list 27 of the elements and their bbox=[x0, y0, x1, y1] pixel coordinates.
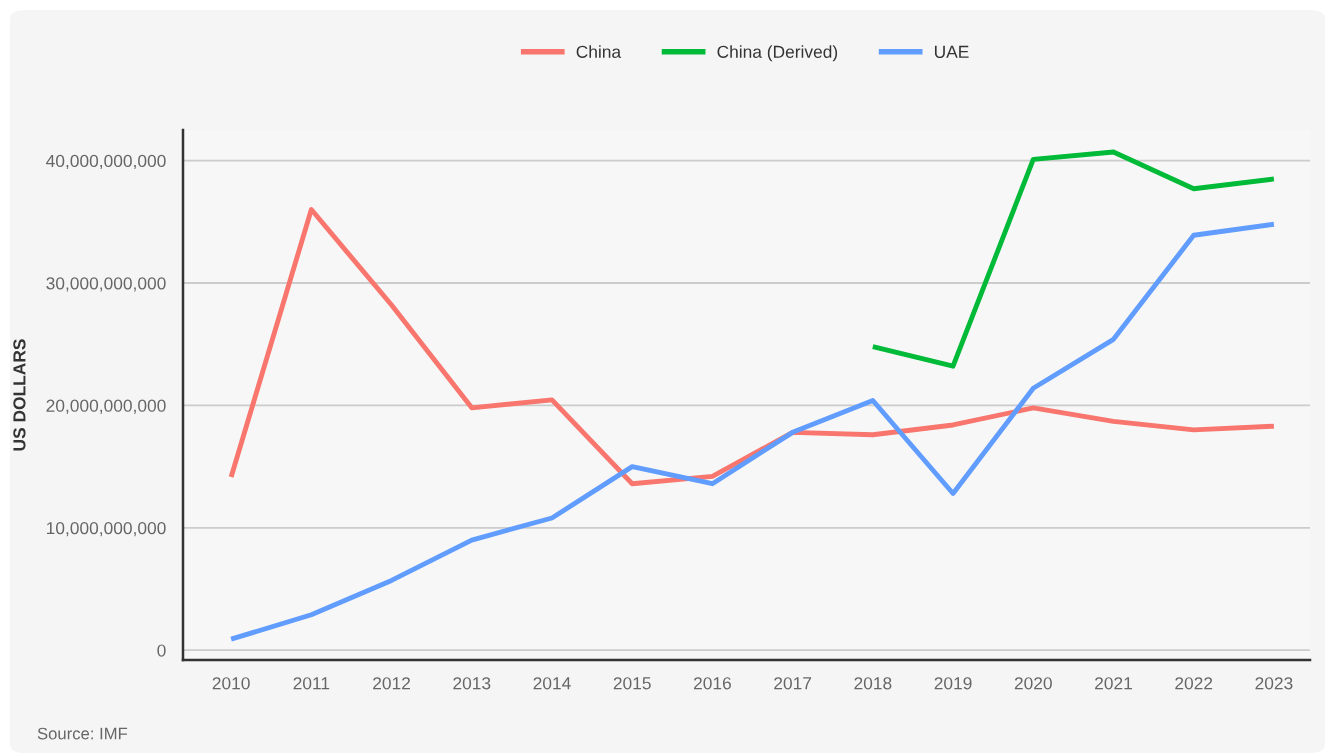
line-series bbox=[228, 221, 1277, 642]
legend-label: China bbox=[576, 45, 622, 58]
line-series bbox=[228, 207, 1277, 487]
legend-label: UAE bbox=[934, 45, 969, 58]
y-axis-title: US DOLLARS bbox=[13, 339, 26, 451]
x-tick-label: 2016 bbox=[693, 677, 731, 690]
x-tick-label: 2010 bbox=[212, 677, 250, 690]
legend-label: China (Derived) bbox=[717, 45, 838, 62]
y-tick-label: 20,000,000,000 bbox=[46, 399, 166, 414]
y-tick-label: 30,000,000,000 bbox=[46, 277, 166, 292]
y-tick-label: 40,000,000,000 bbox=[46, 154, 166, 170]
x-tick-label: 2021 bbox=[1095, 677, 1132, 690]
source-note: Source: IMF bbox=[37, 727, 128, 740]
x-tick-label: 2022 bbox=[1175, 677, 1213, 690]
x-tick-label: 2023 bbox=[1255, 677, 1293, 690]
x-tick-label: 2015 bbox=[613, 677, 651, 690]
x-tick-label: 2013 bbox=[453, 677, 491, 690]
x-tick-label: 2020 bbox=[1014, 677, 1052, 690]
x-tick-label: 2017 bbox=[774, 677, 812, 690]
x-tick-label: 2011 bbox=[293, 677, 330, 690]
x-tick-label: 2018 bbox=[854, 677, 892, 690]
x-tick-label: 2019 bbox=[934, 677, 972, 690]
y-tick-label: 10,000,000,000 bbox=[46, 521, 166, 537]
y-tick-label: 0 bbox=[157, 644, 166, 657]
line-series bbox=[870, 149, 1277, 369]
x-tick-label: 2014 bbox=[533, 677, 571, 690]
x-tick-label: 2012 bbox=[373, 677, 410, 690]
